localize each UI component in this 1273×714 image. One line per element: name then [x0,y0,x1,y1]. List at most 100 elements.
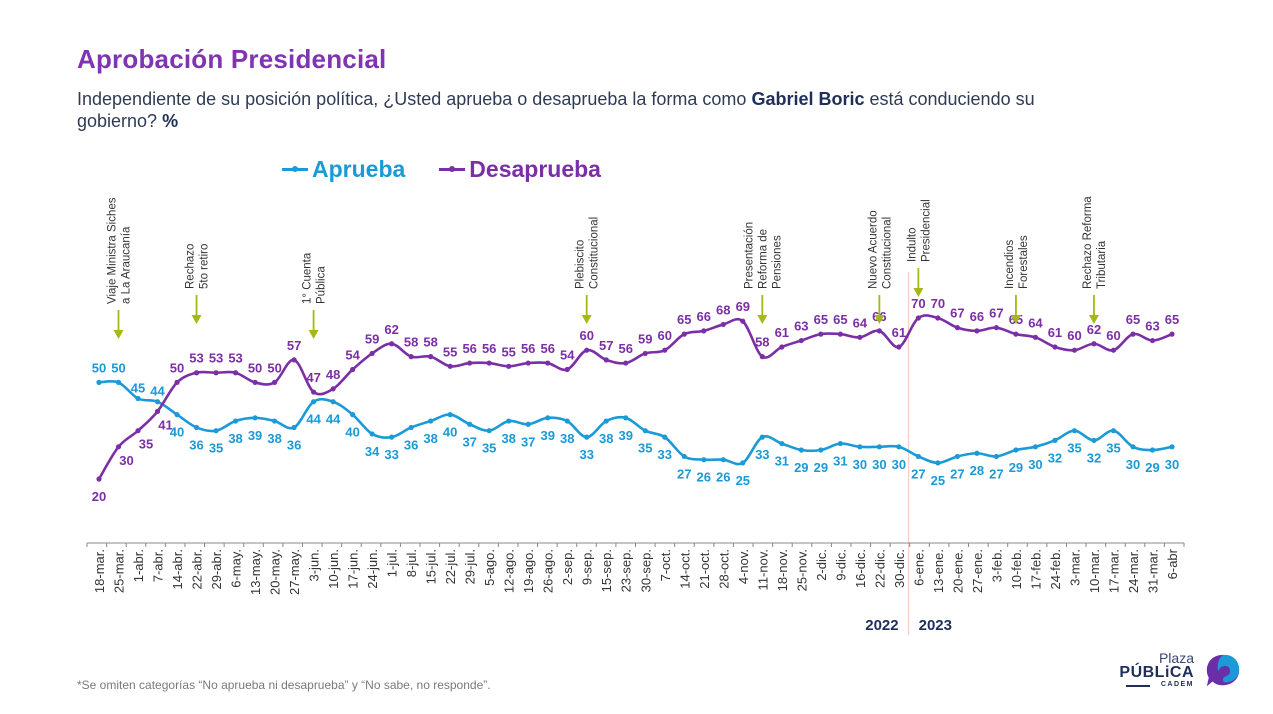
data-label-desaprueba: 61 [892,325,906,340]
data-label-desaprueba: 54 [345,348,360,363]
data-label-desaprueba: 54 [560,348,575,363]
x-tick-label: 19-ago. [521,549,536,593]
x-tick-label: 22-dic. [872,549,887,588]
data-label-aprueba: 44 [306,412,321,427]
data-label-aprueba: 50 [111,360,125,375]
data-label-desaprueba: 66 [697,309,711,324]
annotation-arrow-icon [581,315,592,324]
data-point-desaprueba [1149,337,1156,344]
x-tick-label: 26-ago. [541,549,556,593]
x-tick-label: 27-ene. [970,549,985,593]
data-label-aprueba: 36 [189,437,203,452]
plaza-publica-cadem-logo: Plaza PÚBLiCA CADEM [1119,650,1246,694]
data-label-desaprueba: 65 [1165,312,1179,327]
data-label-aprueba: 35 [1106,441,1120,456]
data-point-aprueba [174,412,180,418]
year-label: 2022 [865,617,898,634]
data-label-aprueba: 40 [443,425,457,440]
data-label-desaprueba: 60 [1067,328,1081,343]
x-tick-label: 10-mar. [1087,549,1102,593]
data-label-aprueba: 33 [384,447,398,462]
data-point-aprueba [135,395,141,402]
data-point-aprueba [1110,428,1117,434]
data-point-desaprueba [759,354,765,360]
legend-label-aprueba: Aprueba [312,156,406,182]
data-label-desaprueba: 50 [267,360,281,375]
annotation-label: Presidencial [920,199,932,262]
data-label-aprueba: 30 [1165,457,1179,472]
data-point-desaprueba [915,315,921,321]
data-point-aprueba [350,412,356,418]
data-label-aprueba: 26 [697,470,711,485]
x-tick-label: 13-may. [248,549,263,595]
data-point-aprueba [1091,437,1097,443]
data-point-desaprueba [584,347,590,353]
data-label-aprueba: 44 [150,384,165,399]
x-tick-label: 16-dic. [853,549,868,588]
x-tick-label: 3-feb. [989,549,1004,582]
legend-swatch-aprueba [282,166,308,172]
data-point-desaprueba [271,379,278,385]
data-label-aprueba: 26 [716,470,730,485]
data-point-aprueba [525,421,531,427]
x-tick-label: 31-mar. [1145,549,1160,593]
data-label-aprueba: 25 [736,473,750,488]
unit-label: % [162,111,179,131]
data-point-desaprueba [291,357,297,363]
data-point-desaprueba [662,347,668,353]
data-point-desaprueba [369,350,375,357]
data-point-aprueba [662,434,668,440]
data-point-desaprueba [896,344,902,350]
data-label-desaprueba: 65 [833,312,847,327]
data-point-aprueba [96,379,102,385]
annotation-arrow-icon [191,315,202,324]
data-point-aprueba [603,418,609,424]
x-tick-label: 17-feb. [1028,549,1043,589]
data-label-desaprueba: 53 [189,351,203,366]
data-point-desaprueba [96,476,102,482]
data-point-desaprueba [154,408,161,414]
data-point-aprueba [642,428,648,434]
x-tick-label: 7-oct. [658,549,673,582]
data-point-desaprueba [1052,344,1058,350]
data-label-aprueba: 36 [287,437,301,452]
x-tick-label: 15-sep. [599,549,614,592]
data-label-desaprueba: 62 [384,322,398,337]
data-point-aprueba [681,453,687,460]
data-point-aprueba [701,457,707,463]
data-point-aprueba [271,418,278,424]
data-label-desaprueba: 65 [1126,312,1140,327]
data-label-desaprueba: 58 [423,335,437,350]
data-label-desaprueba: 47 [306,370,320,385]
logo-text-cadem: CADEM [1160,681,1194,688]
data-label-desaprueba: 61 [775,325,789,340]
data-label-aprueba: 38 [599,431,613,446]
x-tick-label: 24-jun. [365,549,380,589]
data-label-aprueba: 30 [853,457,867,472]
data-label-desaprueba: 64 [1028,315,1043,330]
data-point-aprueba [564,418,570,424]
data-point-desaprueba [1032,334,1039,340]
x-tick-label: 21-oct. [697,549,712,589]
data-label-aprueba: 27 [989,466,1003,481]
x-tick-label: 6-may. [229,549,244,588]
data-label-desaprueba: 70 [911,296,925,311]
data-point-aprueba [1052,437,1058,443]
page-title: Aprobación Presidencial [77,44,387,74]
data-point-aprueba [115,379,122,385]
annotation-label: Rechazo [185,244,197,289]
x-tick-label: 14-oct. [677,549,692,589]
data-point-desaprueba [740,318,746,324]
annotation-arrow-icon [113,330,124,339]
annotation-label: Pública [316,266,328,304]
x-tick-label: 24-mar. [1126,549,1141,593]
annotation-label: Nuevo Acuerdo [867,210,879,289]
x-tick-label: 14-abr. [170,549,185,589]
x-tick-label: 9-dic. [833,549,848,581]
data-point-aprueba [1032,444,1039,450]
annotation-label: Presentación [743,222,755,289]
data-point-desaprueba [779,344,785,350]
data-point-aprueba [1013,447,1019,453]
annotation-label: 5to retiro [199,244,211,289]
